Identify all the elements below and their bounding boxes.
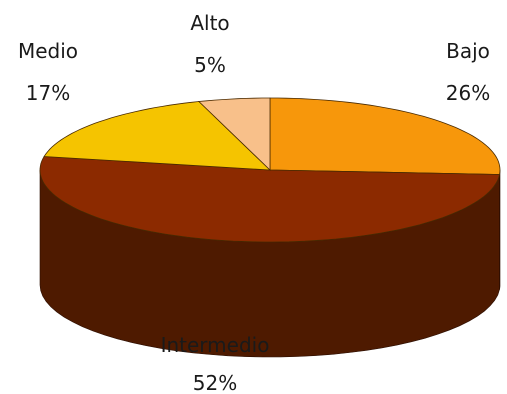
pie-slice-bajo <box>269 97 501 175</box>
slice-label-medio: Medio <box>18 39 78 63</box>
pie-slice-medio <box>43 101 272 171</box>
pie-slice-alto <box>197 97 271 171</box>
slice-value-medio: 17% <box>26 81 70 105</box>
pie-slice-intermedio <box>39 156 501 243</box>
slice-label-alto: Alto <box>190 11 229 35</box>
slice-labels: Alto 5% Medio 17% Bajo 26% Intermedio 52… <box>18 11 490 394</box>
slice-label-intermedio: Intermedio <box>161 333 270 357</box>
pie-slices <box>39 97 501 243</box>
slice-value-bajo: 26% <box>446 81 490 105</box>
slice-label-bajo: Bajo <box>446 39 490 63</box>
slice-value-alto: 5% <box>194 53 226 77</box>
slice-value-intermedio: 52% <box>193 371 237 394</box>
